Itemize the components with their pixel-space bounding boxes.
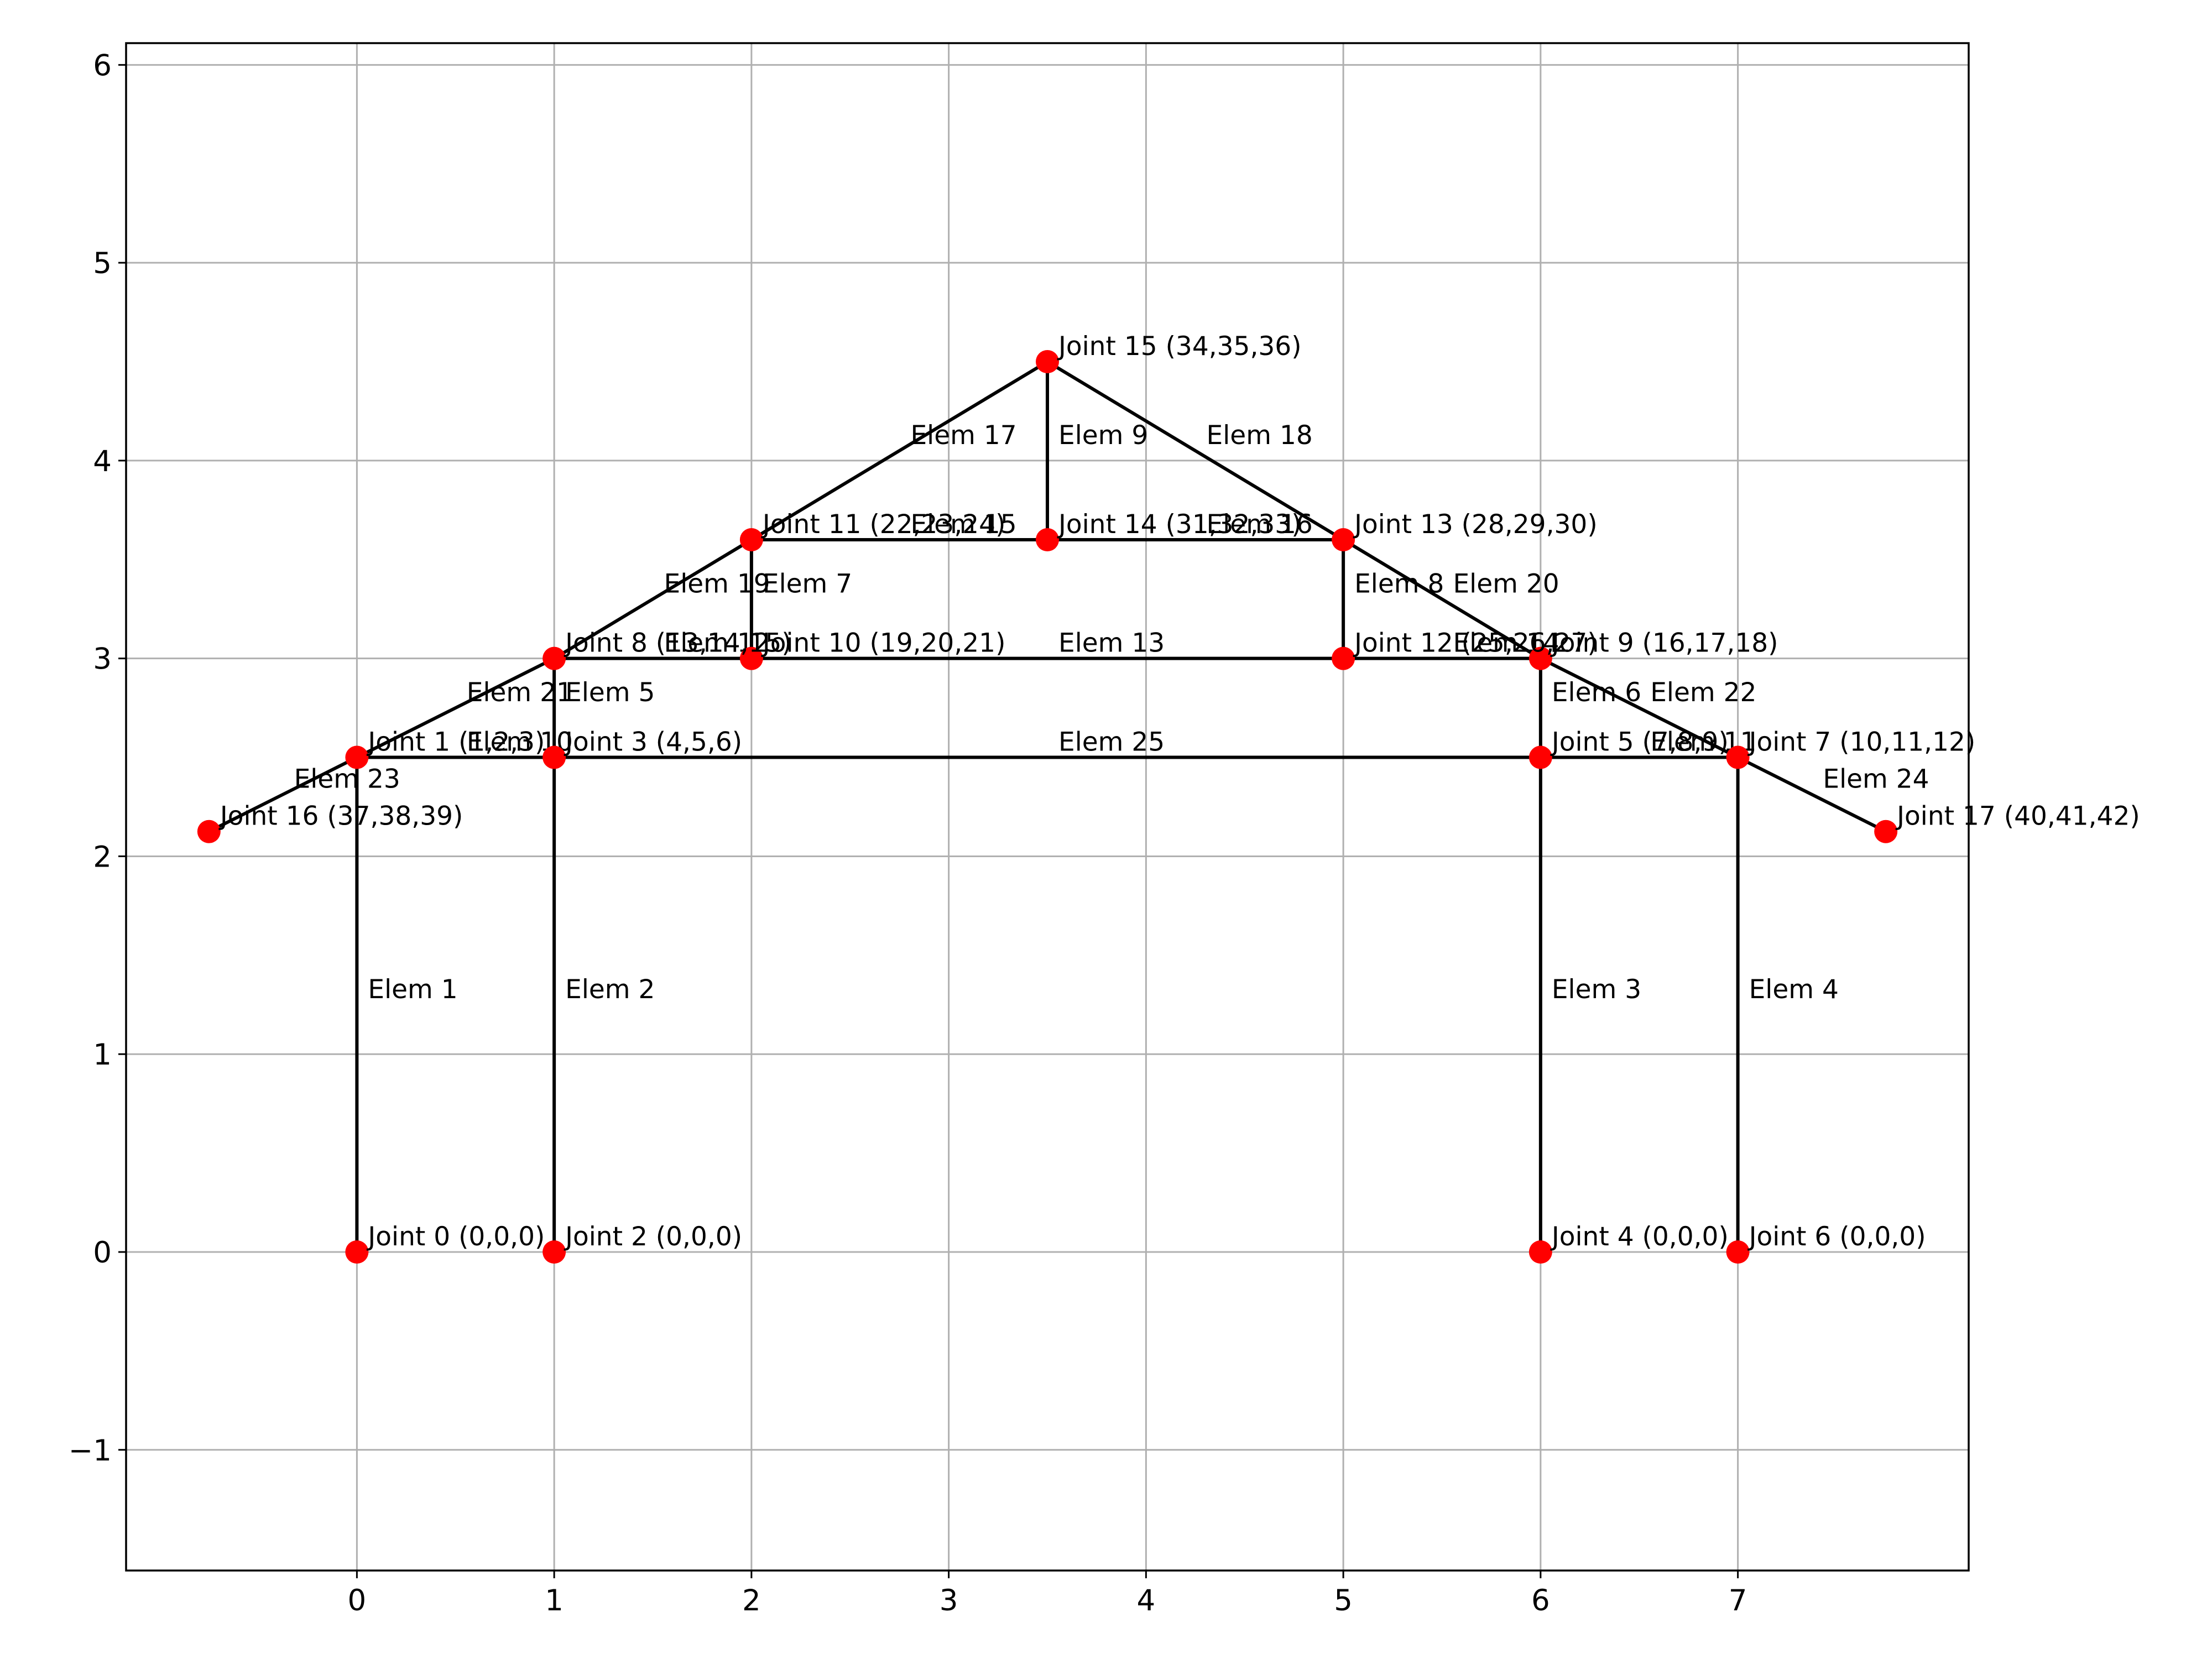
joint-9-marker bbox=[1528, 646, 1552, 670]
joint-16-label: Joint 16 (37,38,39) bbox=[218, 801, 463, 832]
joint-10-marker bbox=[739, 646, 763, 670]
joint-11-label: Joint 11 (22,23,24) bbox=[761, 509, 1006, 540]
y-tick-label: −1 bbox=[69, 1434, 112, 1468]
joint-9-label: Joint 9 (16,17,18) bbox=[1550, 628, 1778, 659]
x-tick-label: 6 bbox=[1531, 1584, 1550, 1618]
element-7-label: Elem 7 bbox=[763, 568, 852, 599]
joint-15-marker bbox=[1036, 350, 1059, 374]
joint-10-label: Joint 10 (19,20,21) bbox=[761, 628, 1006, 659]
y-tick-label: 1 bbox=[93, 1038, 112, 1072]
joint-7-label: Joint 7 (10,11,12) bbox=[1747, 727, 1976, 758]
element-20-member bbox=[1342, 538, 1542, 660]
element-25-label: Elem 25 bbox=[1058, 727, 1165, 758]
joint-14-label: Joint 14 (31,32,33) bbox=[1057, 509, 1302, 540]
joint-8-label: Joint 8 (13,14,15) bbox=[564, 628, 792, 659]
joint-5-label: Joint 5 (7,8,9) bbox=[1550, 727, 1729, 758]
joint-17-label: Joint 17 (40,41,42) bbox=[1895, 801, 2140, 832]
joint-12-label: Joint 12 (25,26,27) bbox=[1353, 628, 1598, 659]
axis-ticks: 0 1 2 3 4 5 6 7 −1 0 1 2 3 4 5 6 bbox=[69, 49, 1747, 1618]
element-16-label: Elem 16 bbox=[1207, 509, 1313, 540]
element-4-label: Elem 4 bbox=[1749, 974, 1839, 1005]
element-6-label: Elem 6 bbox=[1552, 677, 1641, 708]
element-8-label: Elem 8 bbox=[1354, 568, 1444, 599]
joint-17-marker bbox=[1874, 820, 1898, 843]
joint-13-label: Joint 13 (28,29,30) bbox=[1353, 509, 1598, 540]
joint-3-label: Joint 3 (4,5,6) bbox=[564, 727, 742, 758]
joint-14-marker bbox=[1036, 528, 1059, 552]
joint-4-label: Joint 4 (0,0,0) bbox=[1550, 1222, 1729, 1252]
joint-1-marker bbox=[345, 745, 369, 769]
joint-7-marker bbox=[1726, 745, 1750, 769]
joint-13-marker bbox=[1332, 528, 1355, 552]
element-22-label: Elem 22 bbox=[1650, 677, 1756, 708]
joint-0-marker bbox=[345, 1240, 369, 1264]
joint-0-label: Joint 0 (0,0,0) bbox=[366, 1222, 545, 1252]
truss-members bbox=[207, 360, 1888, 1254]
element-labels: Elem 1 Elem 2 Elem 3 Elem 4 Elem 5 Elem 6 Elem… bbox=[294, 420, 1929, 1005]
element-3-label: Elem 3 bbox=[1552, 974, 1641, 1005]
element-22-member bbox=[1538, 656, 1740, 759]
joint-15-label: Joint 15 (34,35,36) bbox=[1057, 331, 1302, 362]
element-13-label: Elem 13 bbox=[1058, 628, 1165, 659]
joint-11-marker bbox=[739, 528, 763, 552]
element-19-member bbox=[552, 538, 753, 660]
joint-16-marker bbox=[197, 820, 221, 843]
joint-3-marker bbox=[542, 745, 566, 769]
element-24-member bbox=[1736, 755, 1888, 833]
element-24-label: Elem 24 bbox=[1823, 764, 1929, 795]
joint-2-label: Joint 2 (0,0,0) bbox=[564, 1222, 742, 1252]
element-17-member bbox=[749, 360, 1049, 542]
y-tick-label: 6 bbox=[93, 49, 112, 82]
joint-12-marker bbox=[1332, 646, 1355, 670]
element-18-label: Elem 18 bbox=[1207, 420, 1313, 451]
element-15-label: Elem 15 bbox=[910, 509, 1016, 540]
joint-2-marker bbox=[542, 1240, 566, 1264]
x-tick-label: 2 bbox=[742, 1584, 761, 1618]
y-tick-label: 2 bbox=[93, 840, 112, 874]
joint-8-marker bbox=[542, 646, 566, 670]
truss-joints bbox=[197, 350, 1898, 1264]
element-21-label: Elem 21 bbox=[467, 677, 573, 708]
y-tick-label: 3 bbox=[93, 643, 112, 676]
joint-6-label: Joint 6 (0,0,0) bbox=[1747, 1222, 1926, 1252]
element-2-label: Elem 2 bbox=[565, 974, 655, 1005]
element-23-label: Elem 23 bbox=[294, 764, 400, 795]
joint-6-marker bbox=[1726, 1240, 1750, 1264]
x-tick-label: 5 bbox=[1334, 1584, 1353, 1618]
element-1-label: Elem 1 bbox=[368, 974, 457, 1005]
element-18-member bbox=[1046, 360, 1345, 542]
y-tick-label: 4 bbox=[93, 445, 112, 478]
element-5-label: Elem 5 bbox=[565, 677, 655, 708]
joint-labels: Joint 0 (0,0,0) Joint 1 (1,2,3) Joint 2 (0… bbox=[218, 331, 2140, 1252]
x-tick-label: 7 bbox=[1729, 1584, 1747, 1618]
x-tick-label: 0 bbox=[348, 1584, 367, 1618]
y-tick-label: 5 bbox=[93, 247, 112, 280]
element-17-label: Elem 17 bbox=[910, 420, 1016, 451]
element-21-member bbox=[355, 656, 556, 759]
x-tick-label: 4 bbox=[1137, 1584, 1156, 1618]
y-tick-label: 0 bbox=[93, 1236, 112, 1270]
element-20-label: Elem 20 bbox=[1453, 568, 1559, 599]
x-tick-label: 3 bbox=[940, 1584, 958, 1618]
x-tick-label: 1 bbox=[545, 1584, 564, 1618]
plot-frame bbox=[125, 42, 1970, 1572]
element-23-member bbox=[207, 755, 359, 833]
element-19-label: Elem 19 bbox=[664, 568, 770, 599]
element-9-label: Elem 9 bbox=[1058, 420, 1148, 451]
joint-1-label: Joint 1 (1,2,3) bbox=[366, 727, 545, 758]
joint-4-marker bbox=[1528, 1240, 1552, 1264]
joint-5-marker bbox=[1528, 745, 1552, 769]
